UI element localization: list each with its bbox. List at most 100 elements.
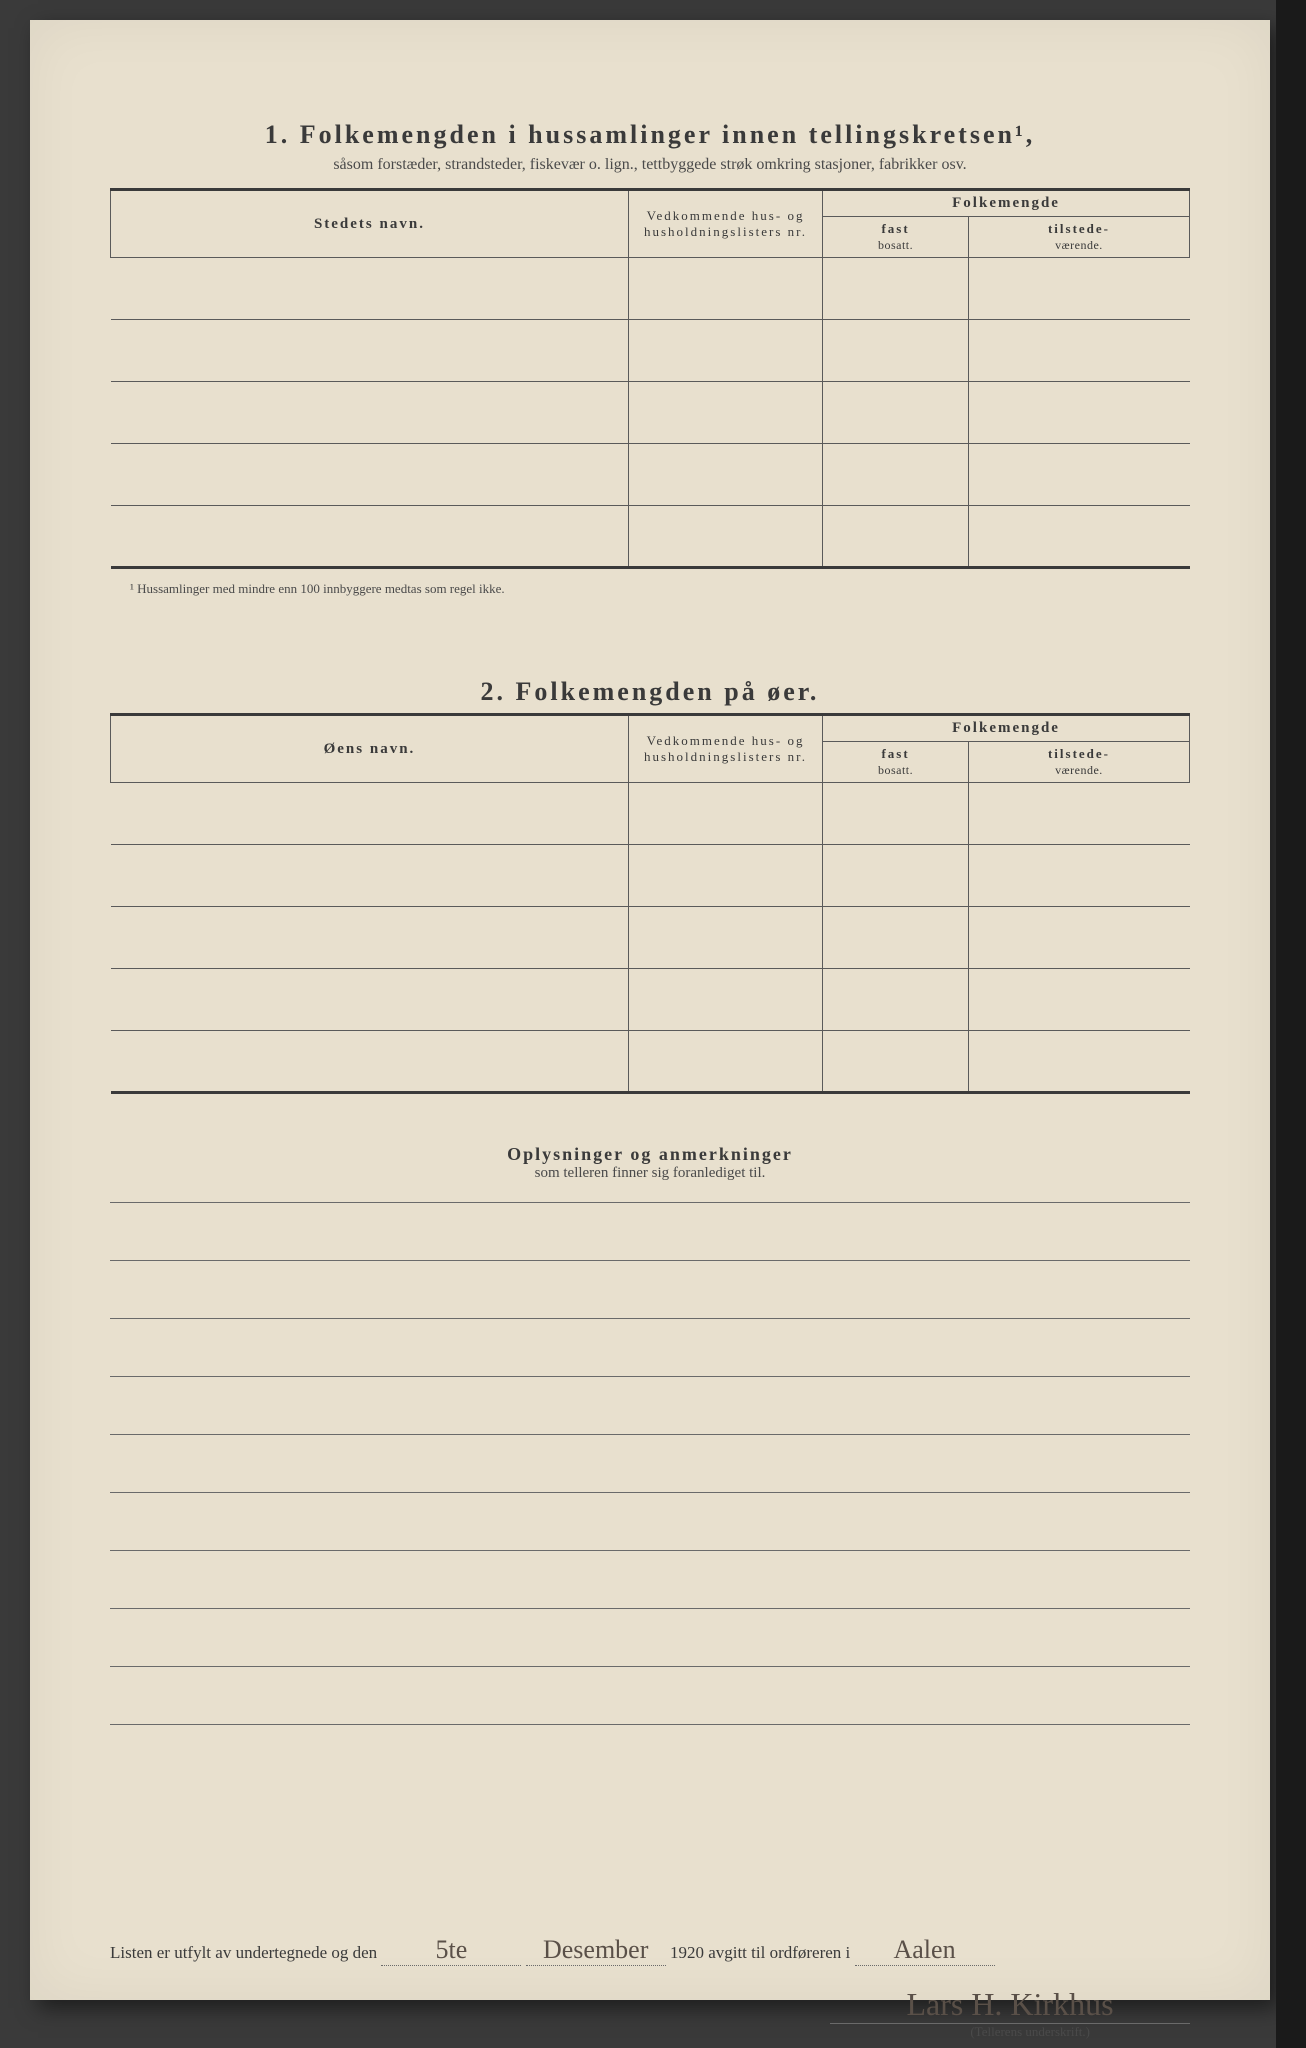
table-row (111, 907, 1190, 969)
ruled-line (110, 1493, 1190, 1551)
sig-name: Lars H. Kirkhus (830, 1986, 1190, 2024)
ruled-line (110, 1435, 1190, 1493)
table-cell (628, 783, 822, 845)
sig-year: 1920 (670, 1943, 704, 1962)
section2-table: Øens navn. Vedkommende hus- og husholdni… (110, 713, 1190, 1094)
remarks-lines (110, 1202, 1190, 1725)
col-header-population: Folkemengde (823, 190, 1190, 217)
sig-caption: (Tellerens underskrift.) (110, 2024, 1190, 2040)
section1-table: Stedets navn. Vedkommende hus- og hushol… (110, 188, 1190, 569)
remarks-title: Oplysninger og anmerkninger (110, 1144, 1190, 1165)
ruled-line (110, 1609, 1190, 1667)
table-cell (968, 969, 1189, 1031)
table-cell (823, 845, 969, 907)
table-cell (823, 320, 969, 382)
table-cell (628, 845, 822, 907)
section1-number: 1. (265, 120, 291, 149)
ruled-line (110, 1261, 1190, 1319)
table-cell (968, 258, 1189, 320)
table-cell (111, 907, 629, 969)
sig-date-month: Desember (526, 1935, 666, 1966)
section2-number: 2. (481, 677, 507, 706)
ruled-line (110, 1319, 1190, 1377)
signature-block: Listen er utfylt av undertegnede og den … (110, 1935, 1190, 2040)
tilstede-label: tilstede- (1048, 221, 1110, 236)
table-cell (628, 320, 822, 382)
table-cell (823, 444, 969, 506)
section1-footnote: ¹ Hussamlinger med mindre enn 100 innbyg… (110, 581, 1190, 597)
table-cell (823, 506, 969, 568)
tilstede2-sub: værende. (1055, 763, 1103, 777)
col2-header-name: Øens navn. (111, 715, 629, 783)
section1-title-text: Folkemengden i hussamlinger innen tellin… (300, 120, 1036, 149)
col-header-name: Stedets navn. (111, 190, 629, 258)
table-cell (968, 444, 1189, 506)
ruled-line (110, 1377, 1190, 1435)
col2-header-fast: fast bosatt. (823, 742, 969, 783)
table-cell (968, 1031, 1189, 1093)
table-cell (823, 969, 969, 1031)
col2-header-population: Folkemengde (823, 715, 1190, 742)
table-cell (823, 382, 969, 444)
table-cell (968, 382, 1189, 444)
table-cell (111, 506, 629, 568)
table-row (111, 783, 1190, 845)
table-cell (968, 783, 1189, 845)
fast2-label: fast (881, 746, 909, 761)
ruled-line (110, 1203, 1190, 1261)
table-row (111, 969, 1190, 1031)
table-cell (111, 783, 629, 845)
fast2-sub: bosatt. (878, 763, 913, 777)
section2-title: 2. Folkemengden på øer. (110, 677, 1190, 707)
table-cell (628, 382, 822, 444)
table-cell (968, 506, 1189, 568)
table-cell (111, 444, 629, 506)
table-cell (968, 320, 1189, 382)
col-header-tilstede: tilstede- værende. (968, 217, 1189, 258)
table-cell (968, 845, 1189, 907)
table-cell (111, 845, 629, 907)
table-cell (628, 258, 822, 320)
col-header-fast: fast bosatt. (823, 217, 969, 258)
fast-label: fast (881, 221, 909, 236)
document-page: 1. Folkemengden i hussamlinger innen tel… (30, 20, 1270, 2000)
sig-prefix: Listen er utfylt av undertegnede og den (110, 1943, 377, 1962)
table-cell (823, 1031, 969, 1093)
table-cell (111, 320, 629, 382)
sig-date-day: 5te (381, 1935, 521, 1966)
section2-title-text: Folkemengden på øer. (516, 677, 820, 706)
ruled-line (110, 1667, 1190, 1725)
table-row (111, 382, 1190, 444)
table-cell (628, 969, 822, 1031)
table-row (111, 506, 1190, 568)
sig-place: Aalen (855, 1935, 995, 1966)
table-row (111, 444, 1190, 506)
table-cell (111, 1031, 629, 1093)
tilstede2-label: tilstede- (1048, 746, 1110, 761)
table-cell (628, 506, 822, 568)
table-cell (111, 969, 629, 1031)
table-cell (628, 1031, 822, 1093)
table-cell (823, 907, 969, 969)
table-cell (968, 907, 1189, 969)
table-row (111, 258, 1190, 320)
col-header-lists: Vedkommende hus- og husholdningslisters … (628, 190, 822, 258)
table-cell (628, 907, 822, 969)
table-row (111, 845, 1190, 907)
section1-subtitle: såsom forstæder, strandsteder, fiskevær … (110, 156, 1190, 174)
table-row (111, 320, 1190, 382)
tilstede-sub: værende. (1055, 238, 1103, 252)
book-binding (1276, 0, 1306, 2048)
table-row (111, 1031, 1190, 1093)
sig-mid: avgitt til ordføreren i (708, 1943, 850, 1962)
table-cell (111, 258, 629, 320)
table-cell (823, 258, 969, 320)
ruled-line (110, 1551, 1190, 1609)
remarks-subtitle: som telleren finner sig foranlediget til… (110, 1165, 1190, 1182)
section1-title: 1. Folkemengden i hussamlinger innen tel… (110, 120, 1190, 150)
table-cell (823, 783, 969, 845)
table-cell (628, 444, 822, 506)
table-cell (111, 382, 629, 444)
col2-header-lists: Vedkommende hus- og husholdningslisters … (628, 715, 822, 783)
fast-sub: bosatt. (878, 238, 913, 252)
